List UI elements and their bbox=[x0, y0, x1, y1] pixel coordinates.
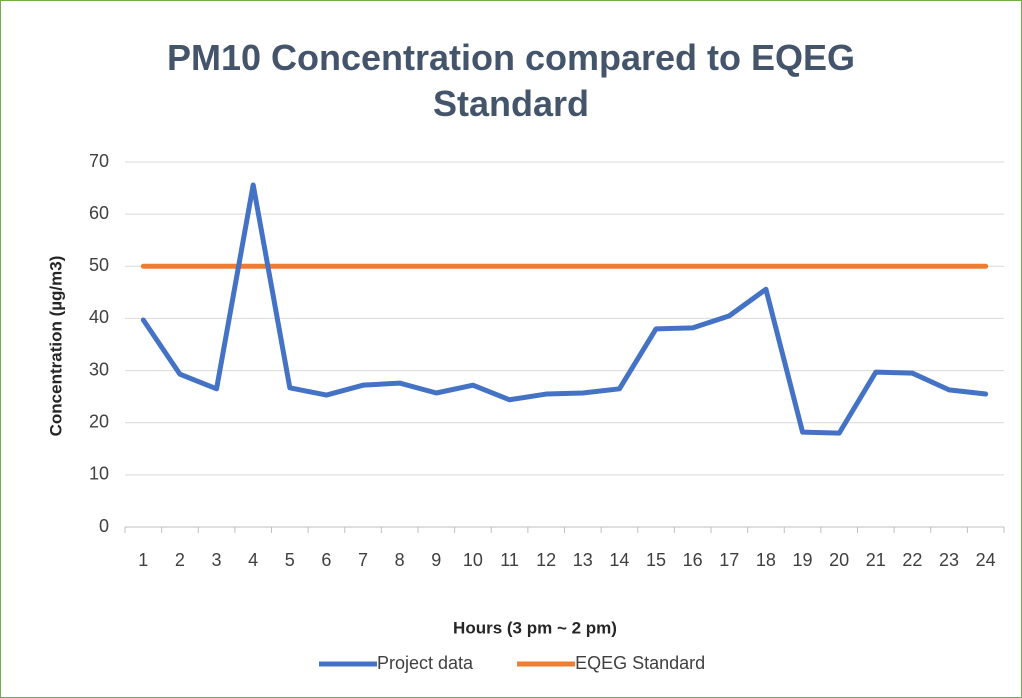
y-tick-label: 0 bbox=[99, 516, 109, 536]
x-tick-label: 19 bbox=[793, 550, 813, 570]
x-tick-label: 7 bbox=[358, 550, 368, 570]
x-tick-label: 22 bbox=[902, 550, 922, 570]
x-tick-label: 2 bbox=[175, 550, 185, 570]
x-tick-label: 9 bbox=[431, 550, 441, 570]
x-tick-label: 10 bbox=[463, 550, 483, 570]
x-tick-label: 8 bbox=[395, 550, 405, 570]
x-tick-label: 14 bbox=[609, 550, 629, 570]
x-tick-label: 20 bbox=[829, 550, 849, 570]
x-tick-label: 15 bbox=[646, 550, 666, 570]
x-tick-label: 4 bbox=[248, 550, 258, 570]
y-tick-label: 70 bbox=[89, 151, 109, 171]
x-tick-label: 23 bbox=[939, 550, 959, 570]
series-line bbox=[140, 182, 989, 436]
y-tick-label: 40 bbox=[89, 307, 109, 327]
x-tick-label: 6 bbox=[321, 550, 331, 570]
x-tick-label: 12 bbox=[536, 550, 556, 570]
x-tick-label: 13 bbox=[573, 550, 593, 570]
y-tick-label: 10 bbox=[89, 464, 109, 484]
legend-label: Project data bbox=[377, 653, 474, 673]
x-tick-label: 5 bbox=[285, 550, 295, 570]
y-tick-label: 30 bbox=[89, 359, 109, 379]
y-tick-label: 20 bbox=[89, 411, 109, 431]
y-tick-label: 50 bbox=[89, 255, 109, 275]
x-tick-label: 16 bbox=[683, 550, 703, 570]
legend-label: EQEG Standard bbox=[575, 653, 705, 673]
x-axis-title: Hours (3 pm ~ 2 pm) bbox=[453, 618, 617, 637]
y-axis-title: Concentration (µg/m3) bbox=[46, 256, 65, 437]
x-tick-label: 3 bbox=[212, 550, 222, 570]
x-tick-label: 18 bbox=[756, 550, 776, 570]
x-tick-label: 1 bbox=[138, 550, 148, 570]
x-tick-label: 24 bbox=[976, 550, 996, 570]
x-tick-label: 17 bbox=[719, 550, 739, 570]
chart-title: PM10 Concentration compared to EQEG Stan… bbox=[166, 37, 856, 124]
x-tick-label: 11 bbox=[500, 550, 519, 570]
x-tick-label: 21 bbox=[866, 550, 886, 570]
y-tick-label: 60 bbox=[89, 203, 109, 223]
